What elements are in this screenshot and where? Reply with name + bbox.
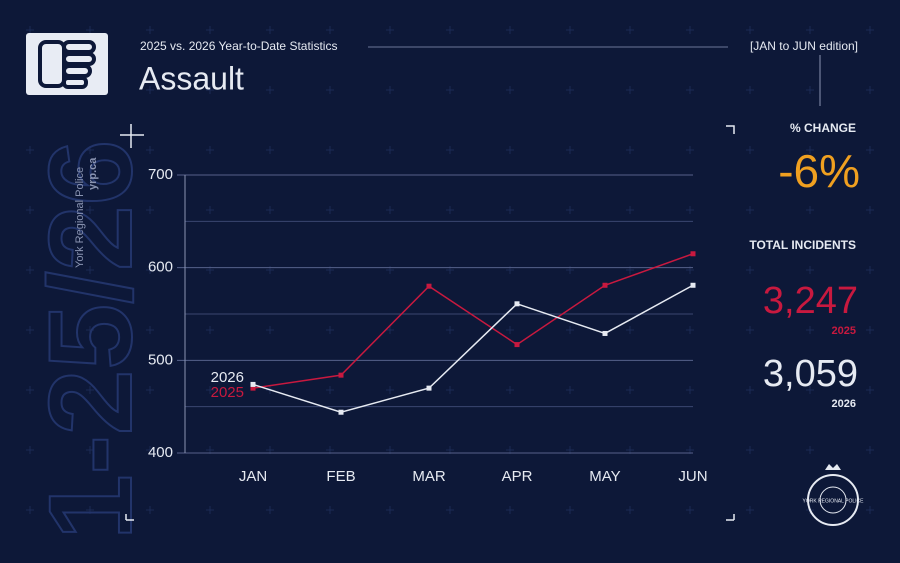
x-tick-label: JAN	[239, 468, 267, 485]
point	[250, 385, 256, 391]
point	[602, 330, 608, 336]
total-2025: 3,247	[763, 280, 858, 322]
x-tick-label: APR	[502, 468, 533, 485]
edition: [JAN to JUN edition]	[750, 39, 858, 53]
stats: % CHANGE -6% TOTAL INCIDENTS 3,247 2025 …	[749, 121, 860, 410]
x-tick-label: FEB	[326, 468, 355, 485]
x-tick-label: MAY	[589, 468, 620, 485]
point	[426, 385, 432, 391]
point	[338, 409, 344, 415]
point	[602, 282, 608, 288]
point	[426, 283, 432, 289]
legend-label: 2025	[211, 384, 244, 401]
point	[250, 381, 256, 387]
change-label: % CHANGE	[790, 121, 856, 135]
series-line	[252, 253, 694, 389]
agency: York Regional Police	[74, 167, 86, 268]
badge-text: YORK REGIONAL POLICE	[803, 498, 865, 504]
point	[690, 251, 696, 257]
point	[514, 301, 520, 307]
y-tick-label: 500	[148, 351, 173, 368]
subtitle: 2025 vs. 2026 Year-to-Date Statistics	[140, 39, 337, 53]
year-2026: 2026	[832, 398, 856, 410]
total-label: TOTAL INCIDENTS	[749, 238, 856, 252]
badge: YORK REGIONAL POLICE	[803, 464, 865, 526]
y-tick-label: 400	[148, 444, 173, 461]
watermark: 1-25/26	[25, 140, 157, 540]
y-tick-label: 600	[148, 259, 173, 276]
change-value: -6%	[778, 145, 860, 197]
legend-label: 2026	[211, 369, 244, 386]
frame-corners	[120, 124, 735, 521]
point	[338, 372, 344, 378]
total-2026: 3,059	[763, 353, 858, 395]
point	[514, 342, 520, 348]
y-tick-label: 700	[148, 166, 173, 183]
year-2025: 2025	[832, 325, 856, 337]
title: Assault	[139, 60, 244, 96]
website: yrp.ca	[87, 157, 99, 190]
fist-icon	[26, 33, 108, 95]
x-tick-label: JUN	[678, 468, 707, 485]
x-tick-label: MAR	[412, 468, 446, 485]
series-line	[252, 284, 694, 414]
point	[690, 282, 696, 288]
